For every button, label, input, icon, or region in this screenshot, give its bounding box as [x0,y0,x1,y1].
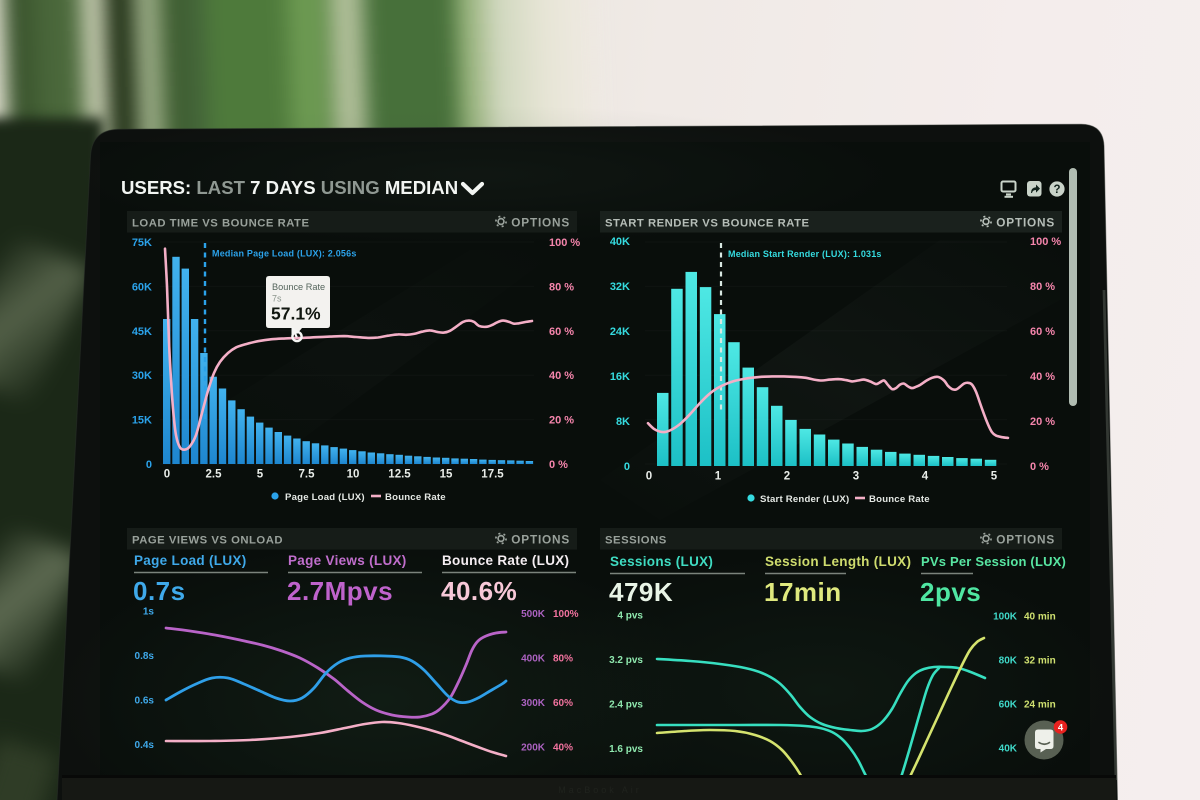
svg-text:Page Load (LUX): Page Load (LUX) [285,492,365,503]
svg-text:0 %: 0 % [1030,461,1049,473]
svg-text:0: 0 [646,471,652,483]
svg-text:40.6%: 40.6% [441,576,517,606]
svg-text:1.6 pvs: 1.6 pvs [609,744,643,755]
svg-text:Bounce Rate (LUX): Bounce Rate (LUX) [442,553,569,568]
svg-text:60K: 60K [999,700,1018,711]
svg-text:57.1%: 57.1% [271,304,321,324]
svg-text:100%: 100% [553,609,579,620]
svg-text:4: 4 [922,471,929,483]
svg-text:2.4 pvs: 2.4 pvs [609,700,643,711]
svg-text:400K: 400K [521,654,546,665]
svg-text:20 %: 20 % [1030,416,1055,428]
svg-text:3.2 pvs: 3.2 pvs [609,655,643,666]
svg-text:300K: 300K [521,698,546,709]
svg-text:Bounce Rate: Bounce Rate [385,492,446,503]
svg-text:Median Start Render (LUX): 1.0: Median Start Render (LUX): 1.031s [728,249,882,259]
svg-text:60K: 60K [132,281,152,293]
svg-text:60 %: 60 % [549,326,574,338]
svg-text:1: 1 [715,471,722,483]
svg-text:Page Views (LUX): Page Views (LUX) [288,553,407,568]
svg-text:Session Length (LUX): Session Length (LUX) [765,554,911,569]
svg-text:Bounce Rate: Bounce Rate [869,494,930,505]
svg-text:60%: 60% [553,698,573,709]
svg-text:1s: 1s [143,607,155,618]
svg-text:OPTIONS: OPTIONS [996,216,1055,230]
svg-text:10: 10 [347,469,360,481]
svg-text:40%: 40% [553,743,573,754]
svg-text:4: 4 [1058,723,1064,734]
svg-text:40 %: 40 % [549,370,574,382]
svg-text:15K: 15K [132,415,152,427]
svg-text:5: 5 [991,471,998,483]
svg-text:4 pvs: 4 pvs [617,611,643,622]
svg-text:17min: 17min [764,577,842,607]
svg-text:2.5: 2.5 [206,469,223,481]
svg-text:32 min: 32 min [1024,656,1056,667]
svg-text:24 min: 24 min [1024,700,1056,711]
svg-text:0: 0 [164,469,170,481]
svg-text:0.8s: 0.8s [135,651,155,662]
svg-text:0.7s: 0.7s [133,576,186,606]
svg-text:12.5: 12.5 [388,469,411,481]
svg-text:0 %: 0 % [549,459,568,471]
svg-text:MacBook Air: MacBook Air [558,785,642,795]
svg-text:100 %: 100 % [549,237,580,249]
svg-text:20 %: 20 % [549,415,574,427]
svg-text:Median Page Load (LUX): 2.056s: Median Page Load (LUX): 2.056s [212,249,357,259]
svg-text:500K: 500K [521,609,546,620]
svg-text:32K: 32K [610,281,630,293]
svg-text:40 min: 40 min [1024,612,1056,623]
svg-text:40K: 40K [610,236,630,248]
svg-text:?: ? [1053,184,1060,196]
svg-text:17.5: 17.5 [481,469,504,481]
svg-text:30K: 30K [132,370,152,382]
svg-text:START RENDER VS BOUNCE RATE: START RENDER VS BOUNCE RATE [605,218,810,230]
svg-text:45K: 45K [132,326,152,338]
svg-text:7.5: 7.5 [299,469,316,481]
svg-text:2.7Mpvs: 2.7Mpvs [287,576,393,606]
svg-text:PAGE VIEWS VS ONLOAD: PAGE VIEWS VS ONLOAD [132,535,283,547]
svg-text:Bounce Rate: Bounce Rate [272,282,325,292]
svg-text:200K: 200K [521,743,546,754]
svg-text:OPTIONS: OPTIONS [511,216,570,230]
svg-text:40K: 40K [999,744,1018,755]
svg-text:OPTIONS: OPTIONS [996,533,1055,547]
svg-text:16K: 16K [610,371,630,383]
svg-text:479K: 479K [609,577,673,607]
svg-text:Page Load (LUX): Page Load (LUX) [134,553,247,568]
svg-text:OPTIONS: OPTIONS [511,533,570,547]
svg-text:PVs Per Session (LUX): PVs Per Session (LUX) [921,554,1066,569]
svg-text:0.4s: 0.4s [135,740,155,751]
svg-text:USERS: LAST 7 DAYS USING MEDIA: USERS: LAST 7 DAYS USING MEDIAN [121,177,458,198]
svg-text:80 %: 80 % [549,281,574,293]
svg-text:0.6s: 0.6s [135,696,155,707]
svg-text:2: 2 [784,471,790,483]
svg-text:75K: 75K [132,237,152,249]
svg-text:8K: 8K [616,416,630,428]
svg-text:0: 0 [146,459,152,471]
svg-text:Sessions (LUX): Sessions (LUX) [610,554,713,569]
svg-text:15: 15 [440,469,453,481]
svg-text:2pvs: 2pvs [920,577,981,607]
svg-text:3: 3 [853,471,859,483]
svg-text:60 %: 60 % [1030,326,1055,338]
svg-text:Start Render (LUX): Start Render (LUX) [760,494,849,505]
svg-text:SESSIONS: SESSIONS [605,535,667,547]
svg-text:40 %: 40 % [1030,371,1055,383]
svg-text:0: 0 [624,461,630,473]
svg-text:100 %: 100 % [1030,236,1061,248]
svg-text:7s: 7s [272,294,282,304]
svg-text:LOAD TIME VS BOUNCE RATE: LOAD TIME VS BOUNCE RATE [132,218,309,230]
svg-text:100K: 100K [993,612,1018,623]
svg-text:80K: 80K [999,656,1018,667]
svg-text:5: 5 [257,469,264,481]
svg-text:24K: 24K [610,326,630,338]
svg-text:80%: 80% [553,654,573,665]
svg-text:80 %: 80 % [1030,281,1055,293]
